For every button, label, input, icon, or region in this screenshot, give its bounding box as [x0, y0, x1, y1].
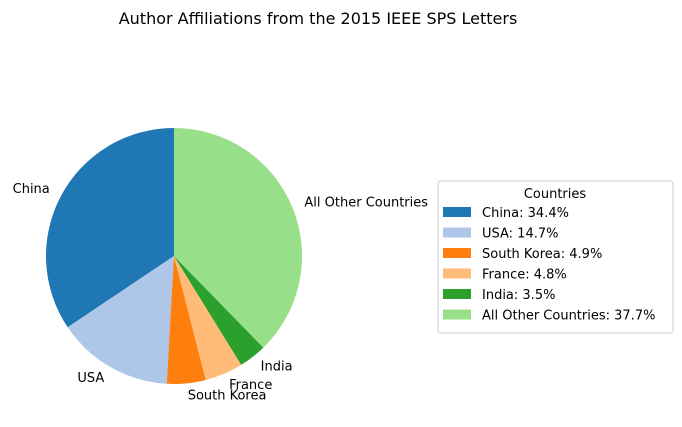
legend-label: USA: 14.7%	[482, 227, 558, 242]
legend-label: South Korea: 4.9%	[482, 247, 602, 262]
legend: Countries China: 34.4% USA: 14.7% South Ko…	[437, 180, 674, 334]
legend-title: Countries	[524, 187, 587, 202]
legend-label: India: 3.5%	[482, 288, 555, 303]
slice-label-india: India	[261, 359, 293, 374]
slice-label-china: China	[13, 182, 50, 197]
pie-slice-south-korea	[166, 256, 206, 384]
pie-slice-china	[45, 128, 174, 328]
legend-label: China: 34.4%	[482, 206, 569, 221]
legend-label: France: 4.8%	[482, 268, 567, 283]
slice-label-south-korea: South Korea	[188, 389, 267, 404]
legend-swatch	[443, 309, 471, 320]
legend-items: China: 34.4% USA: 14.7% South Korea: 4.9% F…	[443, 206, 655, 324]
legend-frame	[437, 180, 674, 334]
pie-slices	[45, 128, 302, 384]
slice-label-all-other-countries: All Other Countries	[304, 195, 428, 210]
slice-label-usa: USA	[77, 371, 104, 386]
pie-slice-india	[174, 256, 264, 365]
pie-slice-all-other-countries	[174, 128, 302, 348]
legend-label: All Other Countries: 37.7%	[482, 309, 655, 324]
pie-slice-france	[174, 256, 242, 380]
legend-swatch	[443, 207, 471, 217]
legend-swatch	[443, 289, 471, 299]
pie-slice-usa	[67, 256, 174, 384]
legend-swatch	[443, 227, 471, 238]
chart-title: Author Affiliations from the 2015 IEEE S…	[119, 9, 518, 28]
slice-label-france: France	[229, 378, 272, 393]
legend-swatch	[443, 248, 471, 258]
legend-swatch	[443, 268, 471, 279]
